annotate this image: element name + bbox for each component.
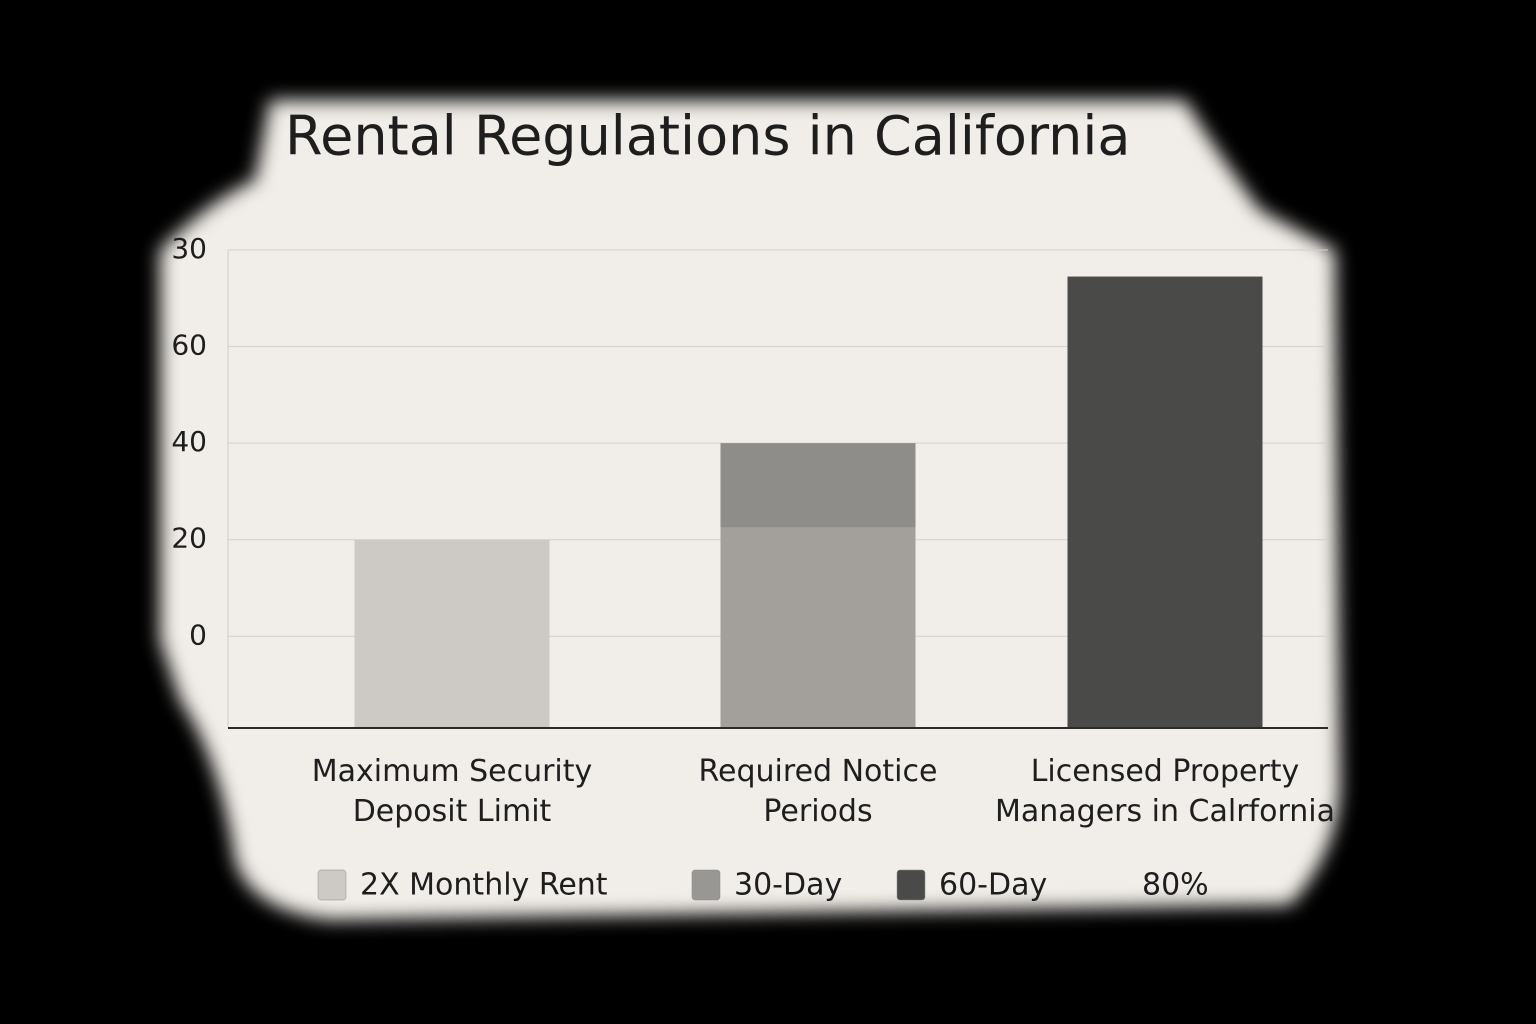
y-tick-label: 0 xyxy=(189,618,207,651)
x-tick-label: Maximum Security Deposit Limit xyxy=(311,754,593,829)
legend-swatch xyxy=(691,869,721,901)
y-tick-label: 60 xyxy=(171,329,207,362)
bar xyxy=(354,539,550,728)
legend-swatch xyxy=(896,869,926,901)
bar xyxy=(720,443,916,528)
bar xyxy=(1067,276,1263,728)
legend-label: 60-Day xyxy=(939,868,1047,903)
legend-swatch xyxy=(317,869,347,901)
y-tick-label: 20 xyxy=(171,522,207,555)
legend-label: 30-Day xyxy=(734,868,842,903)
x-tick-label: Licensed Property Managers in Calrfornia xyxy=(994,754,1335,829)
annotation: 80% xyxy=(1142,868,1209,903)
y-tick-label: 30 xyxy=(171,232,207,265)
chart-title: Rental Regulations in California xyxy=(285,105,1130,168)
y-tick-label: 40 xyxy=(171,425,207,458)
x-tick-label: Required Notice Periods xyxy=(698,754,938,829)
bar xyxy=(720,527,916,728)
legend-label: 2X Monthly Rent xyxy=(360,868,608,903)
